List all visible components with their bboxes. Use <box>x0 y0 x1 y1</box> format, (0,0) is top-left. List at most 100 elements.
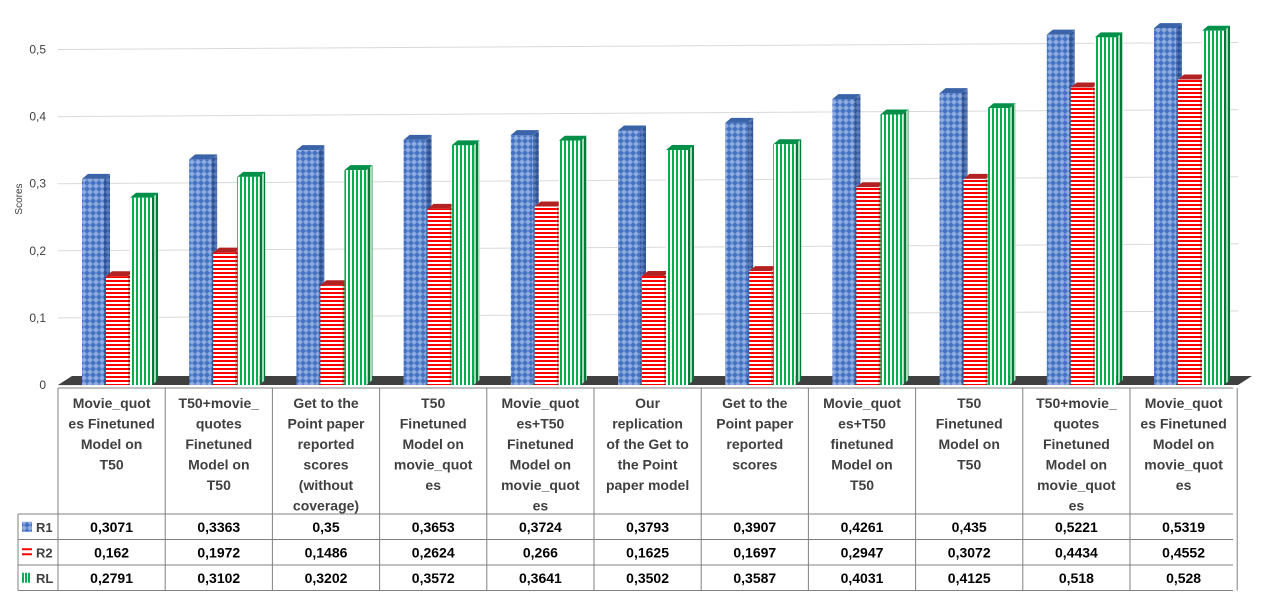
category-label-line: T50 <box>957 457 981 473</box>
data-cell: 0,3071 <box>90 519 133 535</box>
data-cell: 0,266 <box>523 544 558 560</box>
bar-top <box>106 271 134 277</box>
bar-r2 <box>1070 82 1099 385</box>
bar-top <box>344 165 373 171</box>
series-name: RL <box>36 571 53 586</box>
bar-r2 <box>534 201 563 385</box>
bar-side <box>580 135 587 385</box>
bar-front <box>1094 37 1117 386</box>
category-label-line: Movie_quot <box>823 395 901 411</box>
category-label: Our replication of the Get to the Point pape… <box>606 395 689 493</box>
data-cell: 0,435 <box>952 519 987 535</box>
bar-side <box>259 171 266 385</box>
bar-top <box>320 280 349 286</box>
data-cell: 0,3072 <box>948 544 991 560</box>
bar-top <box>666 145 694 151</box>
bar-top <box>773 139 802 145</box>
data-cell: 0,2791 <box>90 570 133 586</box>
bar-r1 <box>296 145 325 385</box>
bar-rl <box>1202 25 1230 385</box>
data-cell: 0,1697 <box>733 544 776 560</box>
data-cell: 0,4125 <box>948 570 991 586</box>
bar-top <box>1178 74 1206 80</box>
bar-r2 <box>1178 74 1206 386</box>
bar-top <box>987 103 1016 109</box>
data-cell: 0,3724 <box>519 519 562 535</box>
bar-front <box>987 108 1010 386</box>
bar-r2 <box>963 173 992 385</box>
data-cell: 0,2947 <box>841 544 884 560</box>
bar-front <box>296 150 319 385</box>
legend-key-r1 <box>22 521 32 532</box>
legend-key-r2 <box>22 548 32 551</box>
data-cell: 0,3587 <box>733 570 776 586</box>
category-label-line: es <box>1176 477 1192 493</box>
bar-front <box>1070 87 1093 385</box>
bar-front <box>213 252 236 385</box>
bar-r1 <box>1046 29 1075 386</box>
bar-front <box>189 159 212 385</box>
bar-side <box>902 109 909 385</box>
bar-front <box>558 140 581 385</box>
category-label-line: Finetuned <box>1043 436 1110 452</box>
bar-rl <box>451 140 480 385</box>
category-label-line: T50 <box>100 457 124 473</box>
bar-front <box>403 139 426 385</box>
bar-top <box>725 117 754 123</box>
bar-top <box>880 109 909 115</box>
category-label-line: es+T50 <box>838 416 886 432</box>
category-label-line: Finetuned <box>936 416 1003 432</box>
bar-front <box>1202 30 1224 385</box>
bar-front <box>880 114 903 385</box>
category-label-line: scores <box>303 457 348 473</box>
bar-top <box>82 173 110 179</box>
category-label-line: Model on <box>1153 436 1214 452</box>
bar-front <box>666 150 688 385</box>
category-label-line: Finetuned <box>185 436 252 452</box>
category-label: Movie_quot es+T50 finetuned Model on T50 <box>823 395 901 493</box>
legend-key-stripe <box>22 572 24 583</box>
y-tick-label: 0,3 <box>29 177 46 191</box>
category-label: T50+movie_ quotes Finetuned Model on T50 <box>179 395 260 493</box>
bar-top <box>642 270 670 276</box>
bar-top <box>1094 32 1123 38</box>
bar-top <box>237 171 266 177</box>
category-label-line: es <box>533 498 549 514</box>
bar-r1 <box>510 130 539 385</box>
series-name: R1 <box>36 520 53 535</box>
bar-top <box>832 94 861 100</box>
category-label: Get to the Point paper reported scores (with… <box>287 395 365 514</box>
category-label-line: Model on <box>402 436 463 452</box>
bar-top <box>856 182 885 188</box>
bar-rl <box>558 135 587 385</box>
data-cell: 0,518 <box>1059 570 1094 586</box>
bar-top <box>1154 23 1182 29</box>
legend-key-stripe <box>25 572 27 583</box>
category-label-line: Get to the <box>293 395 359 411</box>
bar-r2 <box>749 266 778 385</box>
y-axis: 0 0,1 0,2 0,3 0,4 0,5 <box>29 43 46 393</box>
category-label-line: movie_quot <box>1037 477 1116 493</box>
category-label-line: movie_quot <box>501 477 580 493</box>
bar-front <box>534 206 557 385</box>
y-tick-label: 0,2 <box>29 244 46 258</box>
category-label-line: Point paper <box>716 416 794 432</box>
bar-top <box>534 201 563 207</box>
bar-top <box>451 140 480 146</box>
category-label-line: Model on <box>510 457 571 473</box>
y-tick-label: 0,4 <box>29 110 46 124</box>
bar-front <box>642 275 664 385</box>
legend-key-r2 <box>22 553 32 556</box>
bar-r2 <box>320 280 349 385</box>
data-cell: 0,3793 <box>626 519 669 535</box>
category-label-line: finetuned <box>831 436 894 452</box>
category-label: T50+movie_ quotes Finetuned Model on movie_q… <box>1036 395 1117 514</box>
bar-front <box>344 170 367 385</box>
category-label-line: T50+movie_ <box>179 395 260 411</box>
data-cell: 0,528 <box>1166 570 1201 586</box>
category-label-line: coverage) <box>293 498 359 514</box>
bar-front <box>856 187 879 385</box>
data-cell: 0,5319 <box>1162 519 1205 535</box>
data-cell: 0,1972 <box>197 544 240 560</box>
